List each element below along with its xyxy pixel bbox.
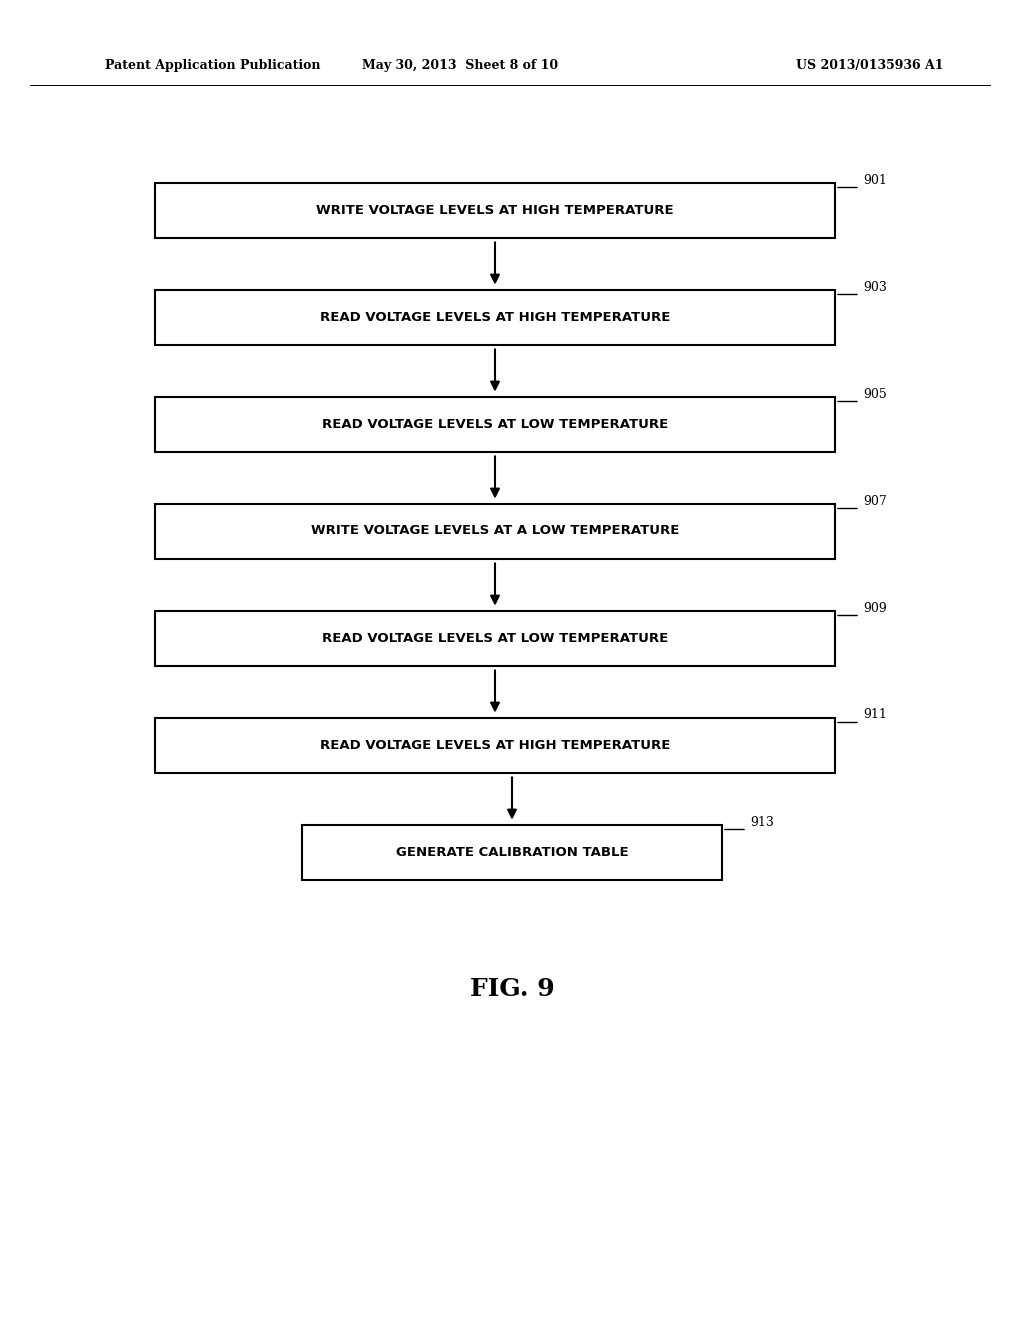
Text: READ VOLTAGE LEVELS AT HIGH TEMPERATURE: READ VOLTAGE LEVELS AT HIGH TEMPERATURE — [319, 738, 670, 751]
FancyBboxPatch shape — [155, 396, 835, 451]
FancyBboxPatch shape — [155, 289, 835, 345]
Text: US 2013/0135936 A1: US 2013/0135936 A1 — [797, 58, 944, 71]
FancyBboxPatch shape — [155, 611, 835, 665]
Text: READ VOLTAGE LEVELS AT HIGH TEMPERATURE: READ VOLTAGE LEVELS AT HIGH TEMPERATURE — [319, 310, 670, 323]
Text: 905: 905 — [863, 388, 887, 400]
Text: Patent Application Publication: Patent Application Publication — [105, 58, 321, 71]
Text: 901: 901 — [863, 173, 887, 186]
Text: 913: 913 — [750, 816, 774, 829]
Text: 911: 911 — [863, 709, 887, 722]
FancyBboxPatch shape — [155, 182, 835, 238]
Text: WRITE VOLTAGE LEVELS AT HIGH TEMPERATURE: WRITE VOLTAGE LEVELS AT HIGH TEMPERATURE — [316, 203, 674, 216]
Text: WRITE VOLTAGE LEVELS AT A LOW TEMPERATURE: WRITE VOLTAGE LEVELS AT A LOW TEMPERATUR… — [311, 524, 679, 537]
Text: READ VOLTAGE LEVELS AT LOW TEMPERATURE: READ VOLTAGE LEVELS AT LOW TEMPERATURE — [322, 631, 668, 644]
Text: 907: 907 — [863, 495, 887, 507]
FancyBboxPatch shape — [155, 503, 835, 558]
Text: 903: 903 — [863, 281, 887, 293]
Text: READ VOLTAGE LEVELS AT LOW TEMPERATURE: READ VOLTAGE LEVELS AT LOW TEMPERATURE — [322, 417, 668, 430]
Text: 909: 909 — [863, 602, 887, 615]
Text: FIG. 9: FIG. 9 — [470, 978, 554, 1002]
Text: May 30, 2013  Sheet 8 of 10: May 30, 2013 Sheet 8 of 10 — [361, 58, 558, 71]
Text: GENERATE CALIBRATION TABLE: GENERATE CALIBRATION TABLE — [395, 846, 629, 858]
FancyBboxPatch shape — [302, 825, 722, 879]
FancyBboxPatch shape — [155, 718, 835, 772]
